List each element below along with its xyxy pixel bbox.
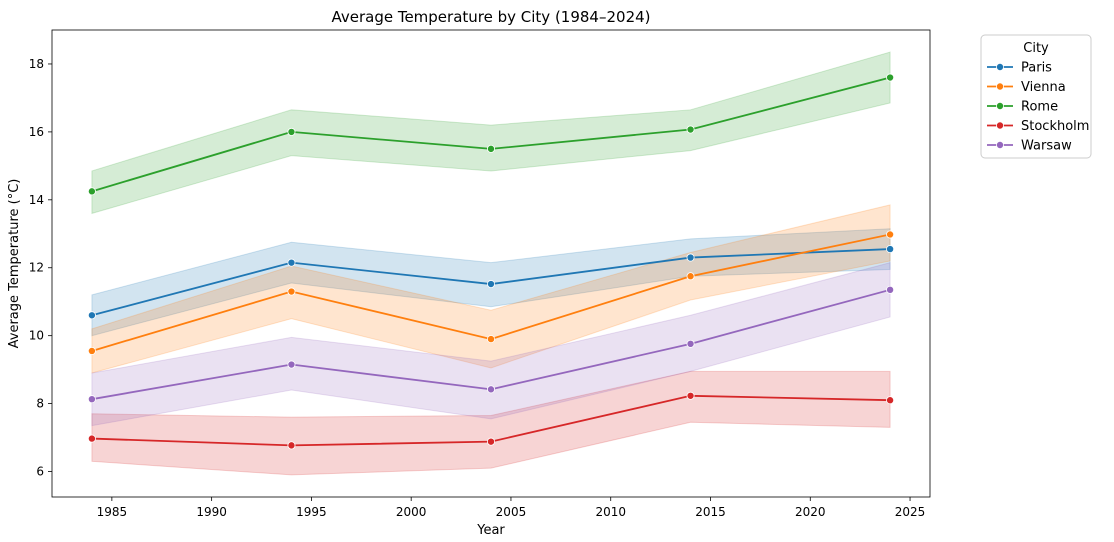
data-point-stockholm [287, 441, 296, 450]
x-tick-label: 1990 [196, 505, 227, 519]
data-point-vienna [287, 287, 296, 296]
legend-label-paris: Paris [1021, 61, 1052, 76]
y-tick-label: 8 [36, 397, 44, 411]
legend-title: City [1023, 41, 1049, 56]
confidence-band-rome [91, 51, 891, 215]
x-axis-label: Year [476, 523, 505, 538]
x-tick-label: 1985 [97, 505, 128, 519]
data-point-vienna [486, 335, 495, 344]
legend-marker-stockholm [996, 121, 1005, 130]
legend-label-vienna: Vienna [1021, 80, 1066, 95]
data-point-warsaw [886, 285, 895, 294]
data-point-vienna [87, 346, 96, 355]
data-point-stockholm [486, 437, 495, 446]
x-tick-label: 2025 [895, 505, 926, 519]
legend-items: Paris Vienna Rome Stockholm Warsaw [987, 61, 1089, 154]
data-point-paris [886, 245, 895, 254]
series-points [87, 73, 895, 450]
data-point-rome [87, 187, 96, 196]
data-point-vienna [886, 230, 895, 239]
x-tick-label: 2015 [695, 505, 726, 519]
data-point-rome [486, 144, 495, 153]
legend-marker-warsaw [996, 140, 1005, 149]
legend-box [980, 34, 1092, 159]
legend-marker-paris [996, 63, 1005, 72]
x-axis-ticks: 1985 1990 1995 2000 2005 2010 2015 2020 2025 [97, 497, 926, 519]
confidence-band-warsaw [91, 262, 891, 427]
data-point-warsaw [287, 360, 296, 369]
y-tick-label: 14 [29, 193, 44, 207]
data-point-stockholm [686, 391, 695, 400]
data-point-rome [886, 73, 895, 82]
legend-label-rome: Rome [1021, 100, 1058, 115]
data-point-vienna [686, 272, 695, 281]
data-point-stockholm [87, 434, 96, 443]
x-tick-label: 2000 [396, 505, 427, 519]
data-point-rome [287, 127, 296, 136]
confidence-bands [91, 51, 891, 476]
y-axis-label: Average Temperature (°C) [7, 179, 22, 349]
legend: City Paris Vienna Rome Stockholm Warsaw [980, 34, 1092, 159]
data-point-paris [287, 258, 296, 267]
x-tick-label: 2005 [496, 505, 527, 519]
legend-marker-vienna [996, 82, 1005, 91]
data-point-paris [486, 280, 495, 289]
legend-marker-rome [996, 102, 1005, 111]
y-axis-ticks: 6 8 10 12 14 16 18 [29, 57, 52, 479]
y-tick-label: 12 [29, 261, 44, 275]
data-point-paris [686, 253, 695, 262]
y-tick-label: 6 [36, 465, 44, 479]
x-tick-label: 2020 [795, 505, 826, 519]
x-tick-label: 1995 [296, 505, 327, 519]
data-point-warsaw [87, 395, 96, 404]
y-tick-label: 10 [29, 329, 44, 343]
data-point-rome [686, 125, 695, 134]
data-point-stockholm [886, 396, 895, 405]
data-point-warsaw [686, 339, 695, 348]
y-tick-label: 18 [29, 57, 44, 71]
legend-label-stockholm: Stockholm [1021, 119, 1089, 134]
legend-label-warsaw: Warsaw [1021, 139, 1072, 154]
y-tick-label: 16 [29, 125, 44, 139]
x-tick-label: 2010 [595, 505, 626, 519]
data-point-warsaw [486, 385, 495, 394]
plot-frame [51, 29, 931, 498]
data-point-paris [87, 311, 96, 320]
chart-title: Average Temperature by City (1984–2024) [331, 8, 650, 26]
